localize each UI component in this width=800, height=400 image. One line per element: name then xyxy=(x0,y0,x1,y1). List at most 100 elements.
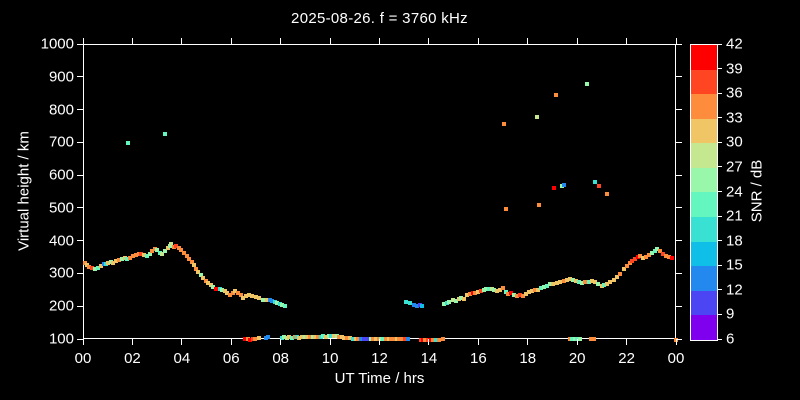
data-point xyxy=(103,262,108,267)
data-point xyxy=(647,253,652,258)
data-point xyxy=(420,303,424,308)
x-tick-top xyxy=(527,38,529,44)
data-point xyxy=(236,290,241,295)
data-point xyxy=(476,290,481,295)
data-point xyxy=(545,283,550,288)
data-point xyxy=(117,258,122,263)
data-point xyxy=(263,336,268,341)
data-point xyxy=(586,279,591,284)
data-point xyxy=(272,299,277,304)
x-tick-top xyxy=(82,38,84,44)
data-point xyxy=(208,282,213,287)
data-point xyxy=(144,254,149,259)
data-point xyxy=(464,293,469,298)
data-point xyxy=(114,259,119,263)
data-point xyxy=(503,290,508,295)
data-point xyxy=(535,288,540,293)
data-point xyxy=(467,292,472,297)
data-point xyxy=(123,256,128,261)
data-point xyxy=(425,338,430,342)
colorbar-tick-label: 33 xyxy=(726,109,743,127)
data-point xyxy=(256,336,261,341)
data-point xyxy=(169,241,174,246)
colorbar-tick xyxy=(717,166,722,168)
colorbar-tick xyxy=(717,289,722,291)
x-tick-label: 16 xyxy=(469,350,487,367)
data-point xyxy=(517,292,522,297)
data-point xyxy=(650,251,655,256)
data-point xyxy=(548,281,553,286)
data-point xyxy=(266,335,271,340)
data-point xyxy=(201,276,206,281)
data-point xyxy=(592,279,597,284)
data-point xyxy=(176,245,181,250)
plot-area xyxy=(82,44,678,342)
x-tick-label: 18 xyxy=(519,350,537,367)
data-point xyxy=(655,247,660,252)
data-point xyxy=(267,297,272,302)
data-point xyxy=(227,292,232,297)
data-point xyxy=(250,293,255,298)
data-point xyxy=(627,260,632,265)
data-point xyxy=(321,334,326,339)
data-point xyxy=(350,336,355,341)
data-point xyxy=(641,256,646,261)
data-point xyxy=(577,279,582,284)
data-point xyxy=(504,206,509,211)
data-point xyxy=(400,337,405,342)
x-tick xyxy=(131,339,133,345)
data-point xyxy=(403,336,408,341)
data-point xyxy=(356,337,361,342)
y-tick-label: 600 xyxy=(48,166,74,184)
y-tick xyxy=(77,76,83,78)
x-tick xyxy=(675,339,677,345)
data-point xyxy=(529,288,534,293)
data-point xyxy=(608,279,613,284)
data-point xyxy=(84,262,89,267)
y-tick-label: 200 xyxy=(48,297,74,315)
x-tick-top xyxy=(379,38,380,44)
data-point xyxy=(495,289,500,294)
colorbar-tick-label: 15 xyxy=(726,256,743,274)
data-point xyxy=(248,338,253,342)
colorbar-tick xyxy=(717,313,722,315)
data-point xyxy=(253,295,258,300)
data-point xyxy=(486,286,491,291)
x-tick xyxy=(428,339,430,345)
data-point xyxy=(571,278,576,283)
data-point xyxy=(163,132,168,137)
data-point xyxy=(489,286,494,291)
x-tick-top xyxy=(626,38,628,44)
data-point xyxy=(184,254,189,259)
data-point xyxy=(392,337,397,342)
data-point xyxy=(347,336,352,341)
data-point xyxy=(152,247,157,252)
y-tick xyxy=(77,174,83,176)
colorbar-segment xyxy=(691,143,717,168)
data-point xyxy=(376,336,381,341)
colorbar-segment xyxy=(691,69,717,95)
data-point xyxy=(329,334,334,339)
data-point xyxy=(253,337,258,342)
data-point xyxy=(284,335,289,340)
data-point xyxy=(334,334,339,339)
data-point xyxy=(621,266,626,271)
x-tick xyxy=(230,339,232,345)
data-point xyxy=(128,256,133,261)
colorbar-segment xyxy=(691,315,717,340)
colorbar-tick-label: 18 xyxy=(726,232,743,250)
colorbar-segment xyxy=(691,45,717,70)
y-tick-label: 300 xyxy=(48,264,74,282)
y-tick-label: 400 xyxy=(48,232,74,250)
colorbar-tick-label: 42 xyxy=(726,35,743,53)
data-point xyxy=(444,300,449,305)
data-point xyxy=(108,259,113,264)
data-point xyxy=(233,288,238,293)
x-tick xyxy=(527,339,529,345)
data-point xyxy=(667,255,672,260)
x-tick xyxy=(626,339,628,345)
colorbar-tick xyxy=(717,240,722,242)
data-point xyxy=(415,303,420,308)
x-tick-label: 06 xyxy=(222,350,240,367)
